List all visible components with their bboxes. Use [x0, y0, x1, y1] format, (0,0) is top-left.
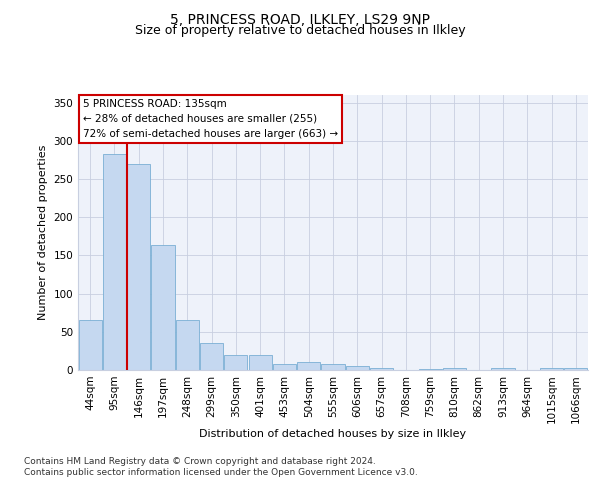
Bar	[79, 320, 101, 370]
Bar	[322, 364, 344, 370]
Bar	[540, 368, 563, 370]
Text: Size of property relative to detached houses in Ilkley: Size of property relative to detached ho…	[134, 24, 466, 37]
Bar	[200, 344, 223, 370]
Bar	[248, 354, 272, 370]
Bar	[151, 246, 175, 370]
Bar	[443, 368, 466, 370]
Bar	[224, 354, 247, 370]
Bar	[103, 154, 126, 370]
Text: 5, PRINCESS ROAD, ILKLEY, LS29 9NP: 5, PRINCESS ROAD, ILKLEY, LS29 9NP	[170, 12, 430, 26]
Bar	[419, 369, 442, 370]
Bar	[370, 368, 393, 370]
Text: Contains HM Land Registry data © Crown copyright and database right 2024.
Contai: Contains HM Land Registry data © Crown c…	[24, 458, 418, 477]
Bar	[565, 368, 587, 370]
Bar	[176, 320, 199, 370]
Bar	[297, 362, 320, 370]
Bar	[346, 366, 369, 370]
Bar	[273, 364, 296, 370]
X-axis label: Distribution of detached houses by size in Ilkley: Distribution of detached houses by size …	[199, 429, 467, 439]
Bar	[127, 164, 150, 370]
Y-axis label: Number of detached properties: Number of detached properties	[38, 145, 48, 320]
Text: 5 PRINCESS ROAD: 135sqm
← 28% of detached houses are smaller (255)
72% of semi-d: 5 PRINCESS ROAD: 135sqm ← 28% of detache…	[83, 99, 338, 138]
Bar	[491, 368, 515, 370]
